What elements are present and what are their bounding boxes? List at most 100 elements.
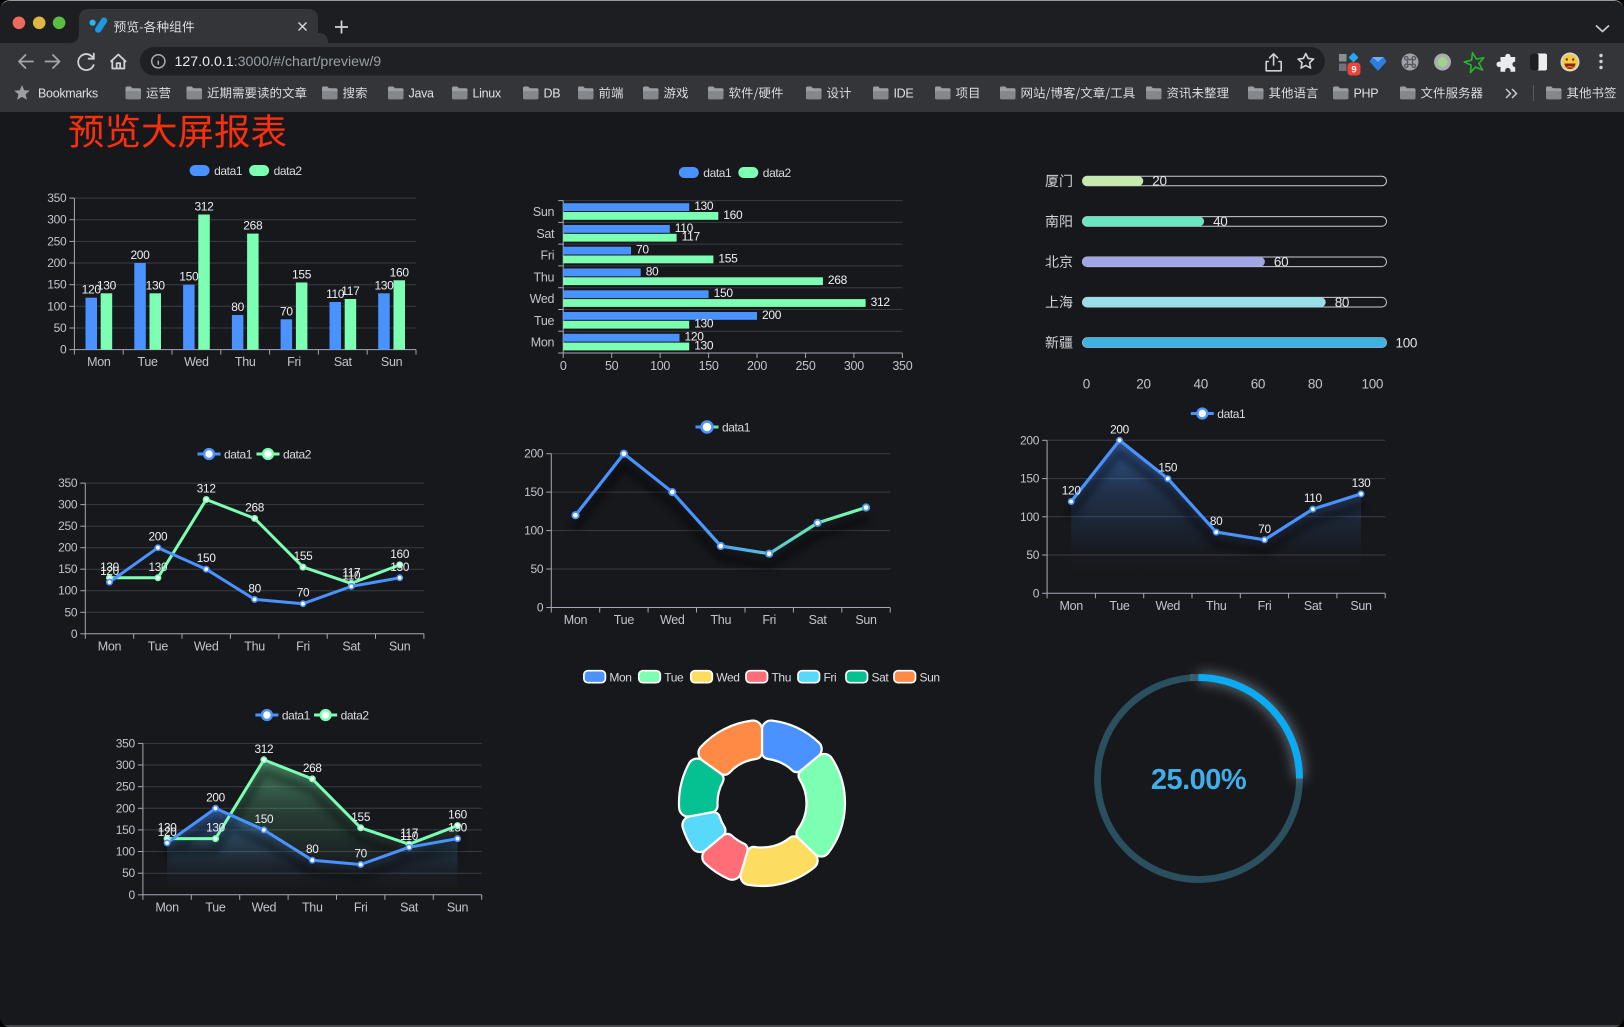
svg-text:127.0.0.1:3000/#/chart/preview: 127.0.0.1:3000/#/chart/preview/9: [175, 54, 382, 70]
svg-text:268: 268: [243, 219, 263, 233]
svg-text:300: 300: [58, 498, 78, 512]
svg-text:150: 150: [1020, 472, 1040, 486]
svg-text:50: 50: [122, 866, 135, 880]
svg-text:Java: Java: [409, 87, 435, 101]
svg-text:200: 200: [1110, 422, 1130, 436]
svg-text:0: 0: [560, 359, 567, 373]
svg-text:data1: data1: [282, 708, 311, 722]
svg-text:80: 80: [1308, 377, 1322, 392]
svg-text:20: 20: [1136, 377, 1150, 392]
svg-text:Fri: Fri: [354, 900, 368, 914]
svg-text:117: 117: [342, 565, 360, 579]
svg-text:Thu: Thu: [1206, 599, 1227, 613]
svg-text:100: 100: [650, 359, 670, 373]
svg-text:Mon: Mon: [1059, 599, 1083, 613]
svg-text:268: 268: [303, 761, 323, 775]
svg-text:100: 100: [1020, 510, 1040, 524]
svg-text:50: 50: [531, 562, 544, 576]
svg-text:150: 150: [179, 270, 199, 284]
svg-text:Wed: Wed: [716, 670, 739, 684]
svg-text:20: 20: [1152, 174, 1166, 189]
svg-text:Sun: Sun: [533, 205, 555, 219]
svg-text:25.00%: 25.00%: [1151, 764, 1247, 796]
svg-text:312: 312: [194, 200, 214, 214]
svg-text:Thu: Thu: [235, 355, 256, 369]
svg-text:IDE: IDE: [894, 87, 914, 101]
svg-text:Sat: Sat: [872, 670, 890, 684]
svg-text:130: 130: [206, 821, 226, 835]
svg-text:350: 350: [116, 736, 136, 750]
svg-text:PHP: PHP: [1354, 87, 1379, 101]
svg-text:80: 80: [646, 264, 659, 278]
svg-text:Fri: Fri: [762, 613, 776, 627]
svg-text:Tue: Tue: [534, 314, 555, 328]
svg-text:Mon: Mon: [87, 355, 111, 369]
svg-text:Wed: Wed: [530, 292, 555, 306]
svg-text:Sun: Sun: [389, 639, 411, 653]
svg-text:Mon: Mon: [609, 670, 631, 684]
svg-text:60: 60: [1274, 255, 1288, 270]
svg-text:350: 350: [892, 359, 912, 373]
svg-text:Fri: Fri: [1258, 599, 1272, 613]
svg-text:160: 160: [723, 208, 743, 222]
svg-text:200: 200: [1020, 433, 1040, 447]
svg-text:155: 155: [292, 268, 312, 282]
svg-text:Wed: Wed: [252, 900, 277, 914]
svg-text:Sun: Sun: [1350, 599, 1372, 613]
svg-text:Sun: Sun: [381, 355, 403, 369]
svg-text:155: 155: [294, 549, 314, 563]
svg-text:Fri: Fri: [541, 249, 555, 263]
svg-text:250: 250: [116, 780, 136, 794]
svg-text:Thu: Thu: [710, 613, 731, 627]
svg-text:80: 80: [1210, 514, 1223, 528]
svg-text:130: 130: [1352, 476, 1372, 490]
svg-text:Fri: Fri: [296, 639, 310, 653]
svg-text:80: 80: [248, 581, 261, 595]
svg-text:130: 130: [694, 199, 714, 213]
svg-text:150: 150: [116, 823, 136, 837]
svg-text:Sat: Sat: [400, 900, 419, 914]
svg-text:130: 130: [100, 560, 120, 574]
svg-text:Sat: Sat: [1304, 599, 1323, 613]
svg-text:data2: data2: [274, 164, 303, 178]
svg-text:250: 250: [58, 519, 78, 533]
svg-text:312: 312: [255, 742, 274, 756]
svg-text:250: 250: [796, 359, 816, 373]
svg-text:0: 0: [129, 888, 136, 902]
svg-text:Sat: Sat: [809, 613, 828, 627]
svg-text:100: 100: [1361, 377, 1383, 392]
svg-text:Mon: Mon: [531, 336, 555, 350]
svg-text:110: 110: [400, 829, 419, 843]
svg-text:Linux: Linux: [473, 87, 502, 101]
svg-text:110: 110: [675, 221, 694, 235]
svg-text:120: 120: [685, 330, 705, 344]
svg-text:0: 0: [1083, 377, 1090, 392]
svg-text:0: 0: [537, 601, 544, 615]
svg-text:80: 80: [1335, 295, 1349, 310]
svg-text:Tue: Tue: [1109, 599, 1130, 613]
svg-text:40: 40: [1193, 377, 1207, 392]
svg-text:Sun: Sun: [447, 900, 469, 914]
svg-text:data1: data1: [722, 420, 751, 434]
svg-text:100: 100: [524, 524, 544, 538]
svg-text:130: 130: [149, 560, 169, 574]
svg-text:DB: DB: [544, 87, 561, 101]
svg-text:50: 50: [605, 359, 619, 373]
svg-text:Sun: Sun: [920, 670, 940, 684]
svg-text:Bookmarks: Bookmarks: [38, 87, 98, 101]
svg-text:Tue: Tue: [664, 670, 684, 684]
svg-text:150: 150: [524, 485, 544, 499]
svg-text:300: 300: [116, 758, 136, 772]
svg-text:Mon: Mon: [98, 639, 122, 653]
svg-text:300: 300: [844, 359, 864, 373]
svg-text:160: 160: [390, 265, 410, 279]
svg-text:130: 130: [374, 278, 394, 292]
svg-text:100: 100: [116, 845, 136, 859]
svg-text:110: 110: [342, 568, 361, 582]
svg-text:data1: data1: [1217, 407, 1246, 421]
svg-text:200: 200: [762, 308, 782, 322]
svg-text:150: 150: [197, 551, 217, 565]
svg-text:Fri: Fri: [287, 355, 301, 369]
svg-text:130: 130: [146, 278, 166, 292]
svg-text:160: 160: [390, 547, 410, 561]
